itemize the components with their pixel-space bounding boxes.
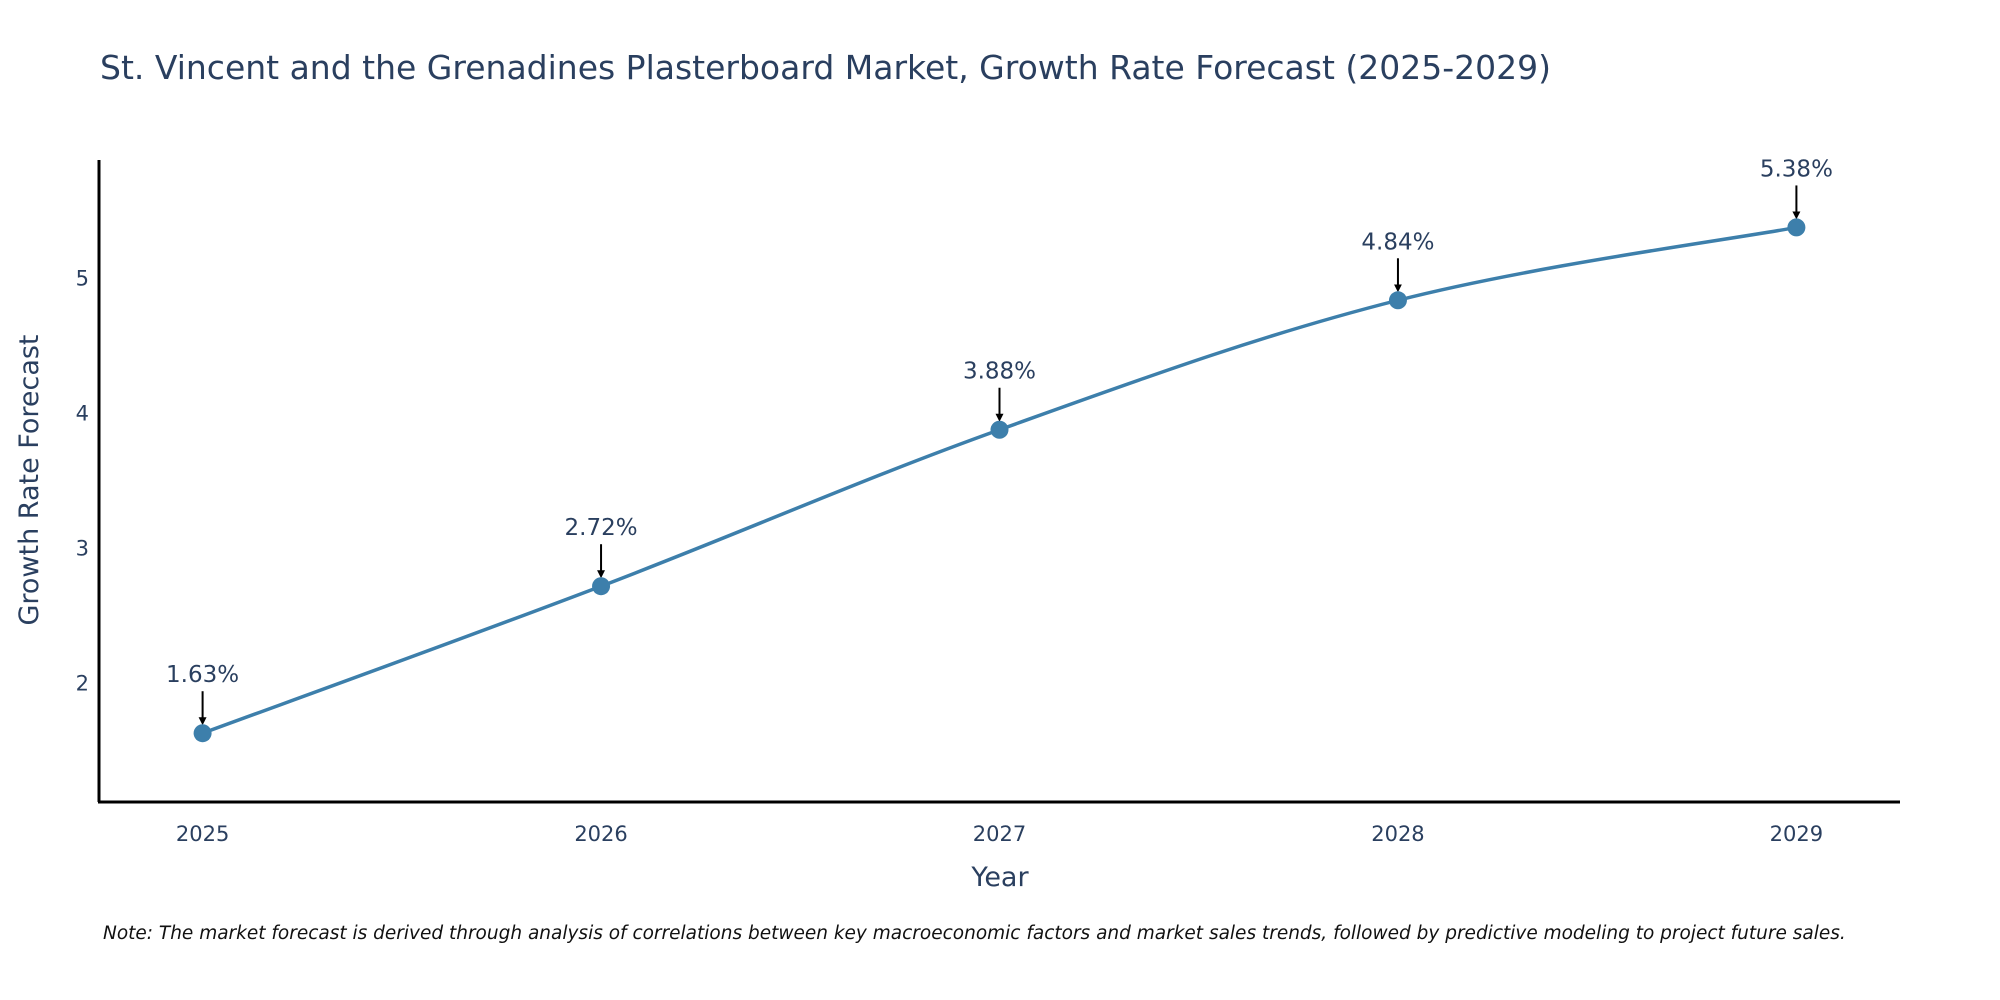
x-tick-label: 2027 xyxy=(973,822,1026,846)
x-tick-label: 2029 xyxy=(1770,822,1823,846)
series-line-group xyxy=(201,225,1797,735)
y-axis-title: Growth Rate Forecast xyxy=(14,334,45,625)
x-tick-label: 2026 xyxy=(574,822,627,846)
tick-label-group: 2025 2026 2027 2028 2029 2 3 4 5 xyxy=(76,267,1824,846)
data-label: 1.63% xyxy=(166,662,239,688)
annotation-group: 1.63% 2.72% 3.88% 4.84% 5.38% xyxy=(166,156,1833,726)
data-point xyxy=(193,724,212,743)
y-tick-label: 2 xyxy=(76,671,89,695)
y-tick-label: 3 xyxy=(76,536,89,560)
data-label: 3.88% xyxy=(963,359,1036,385)
chart-note: Note: The market forecast is derived thr… xyxy=(103,923,1846,944)
data-point xyxy=(990,420,1009,439)
data-label: 5.38% xyxy=(1760,156,1833,182)
marker-group xyxy=(193,218,1806,743)
data-point xyxy=(592,577,611,596)
data-label: 2.72% xyxy=(565,515,638,541)
axes xyxy=(97,160,1900,804)
y-tick-label: 4 xyxy=(76,402,89,426)
data-label: 4.84% xyxy=(1361,229,1434,255)
chart-title: St. Vincent and the Grenadines Plasterbo… xyxy=(100,48,1552,87)
y-tick-label: 5 xyxy=(76,267,89,291)
x-axis-title: Year xyxy=(970,862,1029,893)
data-point xyxy=(1388,291,1407,310)
x-tick-label: 2028 xyxy=(1371,822,1424,846)
data-point xyxy=(1787,218,1806,237)
series-line xyxy=(201,225,1797,735)
x-tick-label: 2025 xyxy=(176,822,229,846)
